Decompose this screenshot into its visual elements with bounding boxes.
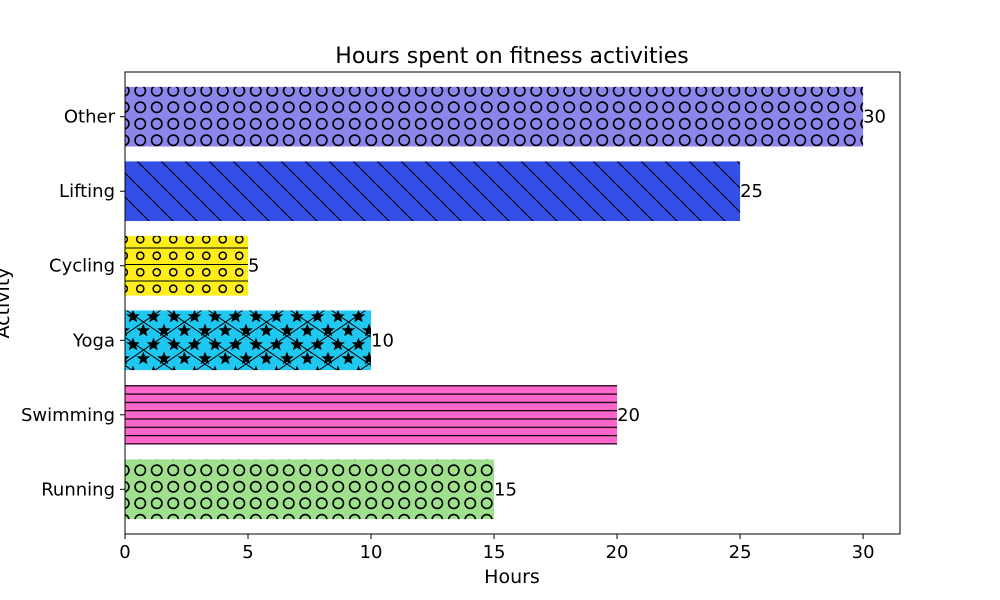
y-tick-label-yoga: Yoga [72,330,115,351]
value-label-swimming: 20 [617,405,640,426]
bar-running [125,459,495,520]
y-tick-label-cycling: Cycling [49,256,115,277]
x-tick-label-0: 0 [119,542,130,563]
value-label-cycling: 5 [248,256,259,277]
x-axis-label: Hours [484,566,540,588]
bars-layer: 15 20 10 5 25 30 [125,86,886,520]
y-tick-label-swimming: Swimming [21,405,115,426]
x-tick-label-10: 10 [360,542,383,563]
y-tick-label-lifting: Lifting [59,181,115,202]
plot-frame [124,71,901,535]
x-tick-label-15: 15 [483,542,506,563]
bar-yoga [125,310,372,371]
bar-lifting [125,161,741,222]
value-label-lifting: 25 [740,181,763,202]
x-ticks: 0 5 10 15 20 25 30 [119,534,875,563]
x-tick-label-5: 5 [242,542,253,563]
x-tick-label-25: 25 [729,542,752,563]
x-tick-label-30: 30 [852,542,875,563]
y-tick-label-other: Other [64,107,116,128]
chart-title: Hours spent on fitness activities [335,44,688,69]
x-tick-label-20: 20 [606,542,629,563]
value-label-other: 30 [863,107,886,128]
y-ticks: Running Swimming Yoga Cycling Lifting Other [21,107,125,500]
y-tick-label-running: Running [41,479,115,500]
value-label-running: 15 [494,479,517,500]
bar-swimming [125,384,618,445]
y-axis-label: Activity [0,267,14,338]
bar-other [125,86,864,147]
bar-cycling [125,235,249,296]
value-label-yoga: 10 [371,330,394,351]
